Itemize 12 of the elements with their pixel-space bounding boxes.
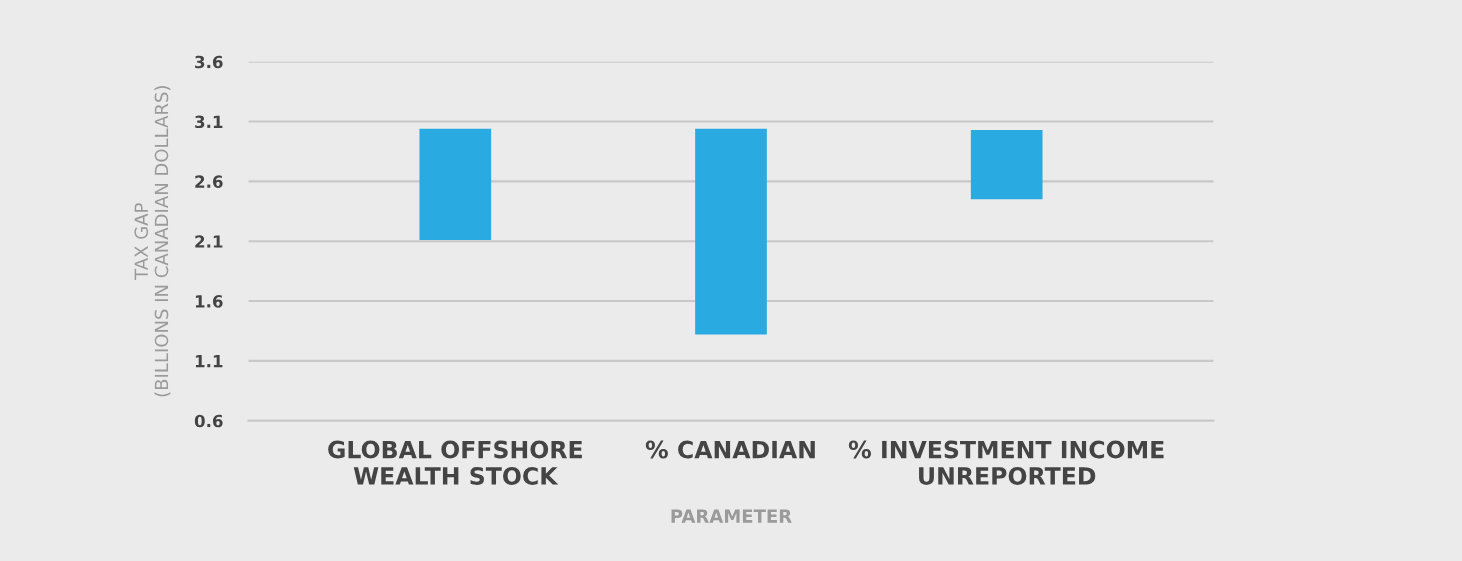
y-tick-label: 1.6: [195, 295, 223, 308]
x-tick-label: % CANADIAN: [645, 440, 815, 459]
x-tick-label: GLOBAL OFFSHORE WEALTH STOCK: [328, 440, 582, 485]
y-tick-label: 0.6: [194, 414, 223, 428]
x-axis-title: PARAMETER: [671, 509, 792, 523]
y-tick-label: 3.1: [195, 115, 223, 129]
x-tick-label: % INVESTMENT INCOME UNREPORTED: [848, 440, 1164, 485]
y-tick-label: 2.1: [195, 235, 223, 248]
y-tick-label: 3.6: [195, 55, 223, 69]
y-axis-title: TAX GAP (BILLIONS IN CANADIAN DOLLARS): [134, 86, 171, 397]
y-tick-label: 2.6: [195, 175, 223, 188]
y-tick-label: 1.1: [195, 355, 223, 368]
